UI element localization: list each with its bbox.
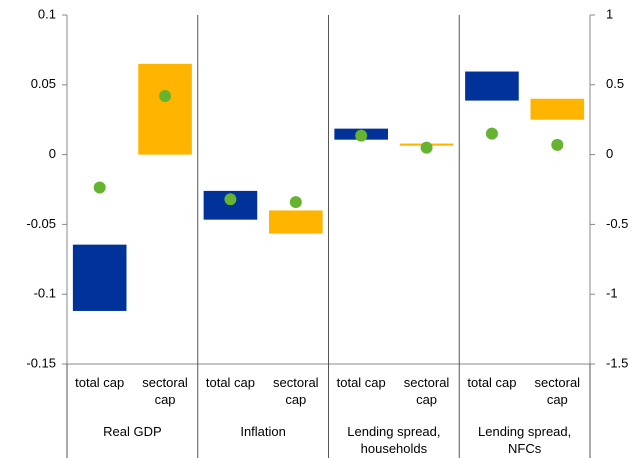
bar <box>465 71 519 101</box>
dot <box>551 138 564 151</box>
y-tick-label: 0.1 <box>38 6 56 21</box>
y2-tick-label: -1 <box>606 286 618 301</box>
x-tick-label: sectoral cap <box>142 375 188 407</box>
y-tick-label: -0.1 <box>34 286 56 301</box>
x-tick-label: total cap <box>75 375 125 390</box>
x-tick-label: sectoral cap <box>273 375 319 407</box>
bar <box>72 244 127 311</box>
group-label: Real GDP <box>103 424 162 439</box>
dot <box>289 196 302 209</box>
dot <box>93 181 106 194</box>
bar <box>269 210 323 234</box>
y-tick-label: 0.05 <box>31 76 56 91</box>
group-label: Inflation <box>240 424 286 439</box>
group-label: Lending spread, NFCs <box>478 424 572 456</box>
y2-tick-label: 0.5 <box>606 76 624 91</box>
y2-tick-label: -1.5 <box>606 355 628 370</box>
x-tick-label: sectoral cap <box>403 375 450 407</box>
x-tick-label: sectoral cap <box>534 375 581 407</box>
dot <box>355 129 368 142</box>
x-tick-label: total cap <box>336 375 386 390</box>
y-tick-label: 0 <box>49 146 56 161</box>
dot <box>485 127 498 140</box>
y2-tick-label: 0 <box>606 146 613 161</box>
group-label: Lending spread, households <box>347 424 441 456</box>
y2-tick-label: -0.5 <box>606 216 628 231</box>
dot <box>159 89 172 102</box>
x-tick-label: total cap <box>467 375 517 390</box>
dot <box>224 193 237 206</box>
y2-tick-label: 1 <box>606 6 613 21</box>
y-tick-label: -0.05 <box>26 216 56 231</box>
x-tick-label: total cap <box>205 375 256 390</box>
dot <box>420 141 433 154</box>
bar <box>138 63 192 155</box>
y-tick-label: -0.15 <box>26 355 56 370</box>
bar <box>530 98 585 120</box>
